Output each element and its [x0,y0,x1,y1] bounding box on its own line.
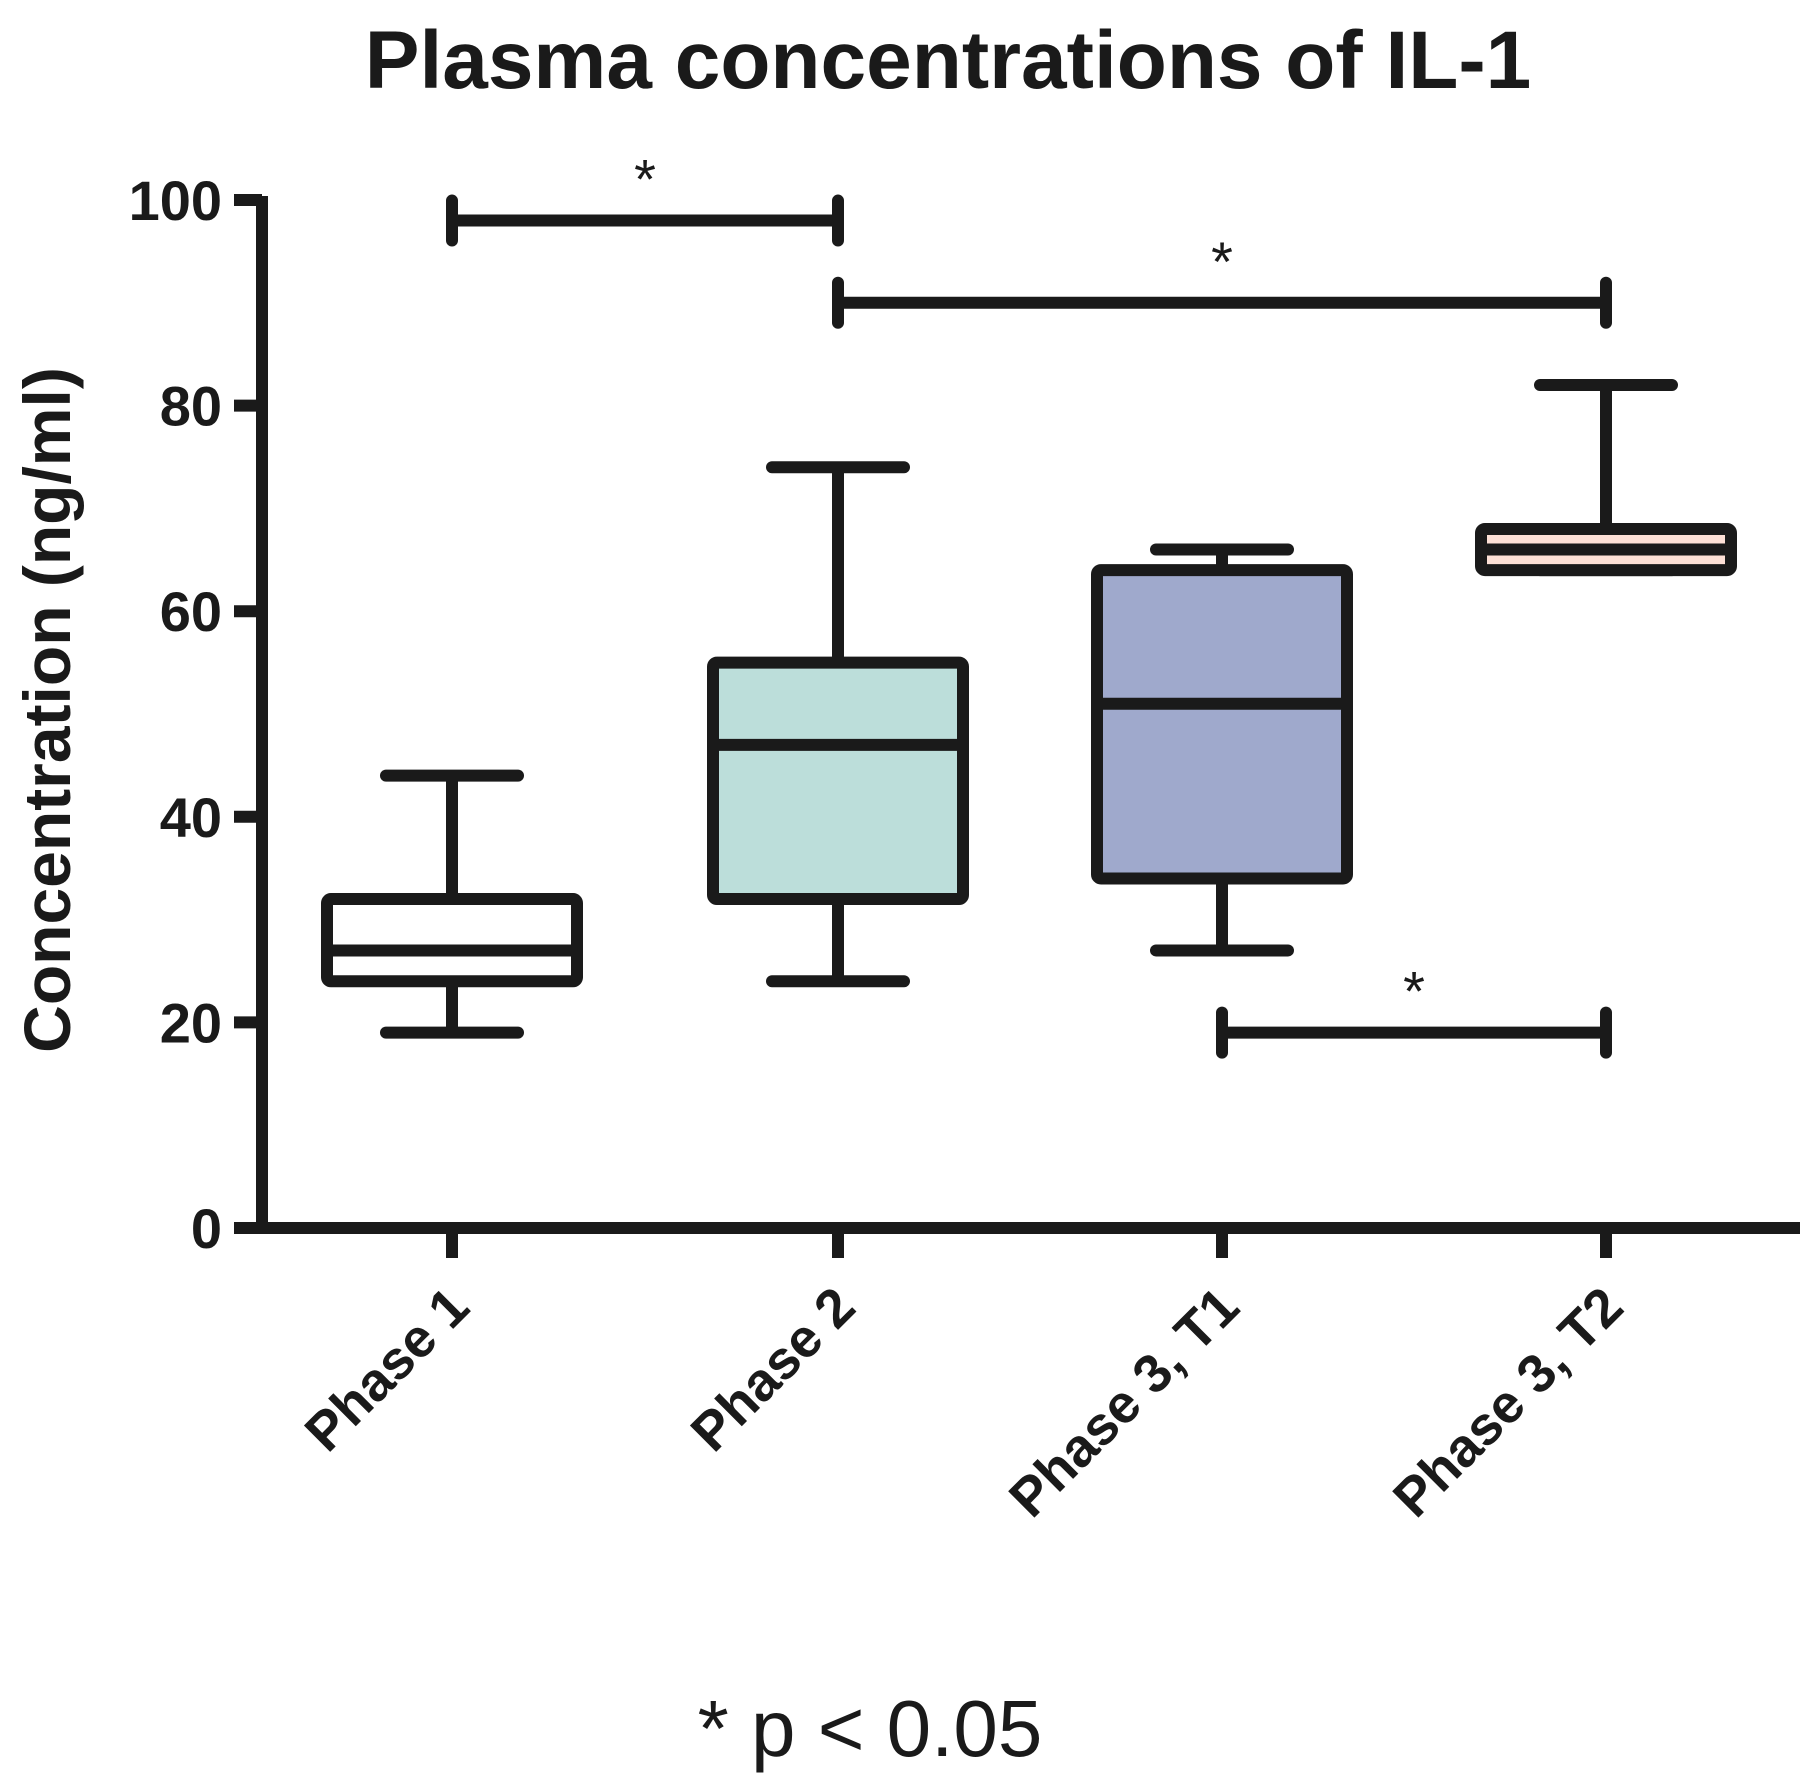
significance-star: * [634,148,656,211]
x-category-label: Phase 3, T2 [1382,1276,1635,1529]
axes: 0 20 40 60 80 100 [129,169,1800,1260]
y-tick-label: 80 [160,375,222,438]
chart-title: Plasma concentrations of IL-1 [365,15,1532,106]
boxes [321,379,1737,1039]
x-category-label: Phase 3, T1 [998,1276,1251,1529]
box-phase-2 [707,461,969,988]
iqr-box [707,656,969,906]
box-phase-3-t2 [1475,379,1737,577]
x-category-label: Phase 2 [680,1276,867,1463]
significance-bracket: * [446,148,844,247]
significance-bracket: * [832,230,1612,329]
box-phase-3-t1 [1091,543,1353,957]
significance-bracket: * [1216,960,1612,1059]
y-tick-label: 60 [160,580,222,643]
x-category-label: Phase 1 [294,1276,481,1463]
iqr-box [1091,564,1353,885]
y-tick-label: 100 [129,169,222,232]
y-tick-label: 40 [160,786,222,849]
y-tick-label: 20 [160,991,222,1054]
y-tick-label: 0 [191,1197,222,1260]
box-phase-1 [321,769,583,1039]
y-axis-label: Concentration (ng/ml) [10,367,84,1053]
significance-star: * [1211,230,1233,293]
p-value-footnote: * p < 0.05 [698,1684,1043,1773]
significance-brackets: * * * [446,148,1612,1059]
iqr-box [321,893,583,988]
significance-star: * [1403,960,1425,1023]
x-axis-labels: Phase 1 Phase 2 Phase 3, T1 Phase 3, T2 [294,1276,1635,1529]
